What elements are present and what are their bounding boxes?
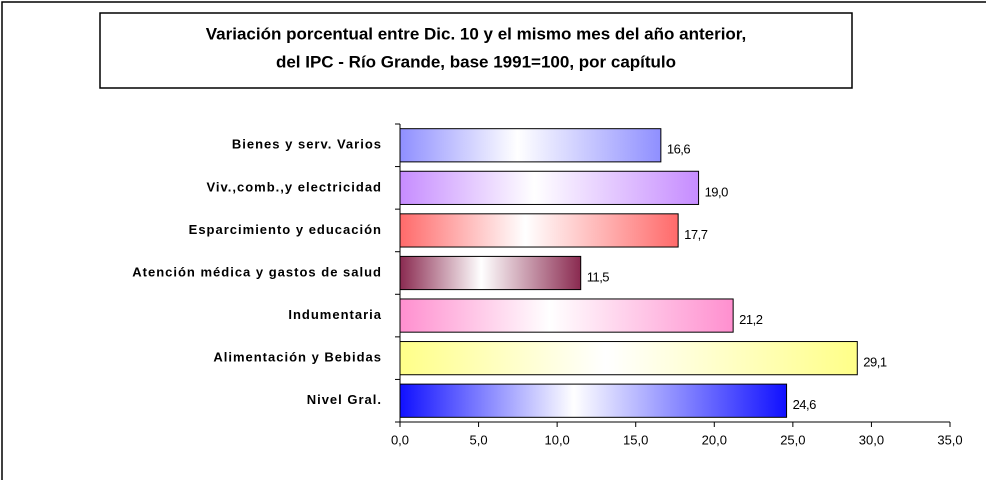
y-tick-label: Viv.,comb.,y electricidad: [206, 179, 382, 194]
value-label: 29,1: [863, 355, 887, 370]
value-label: 24,6: [793, 397, 817, 412]
bar: [399, 128, 662, 163]
value-label: 11,5: [587, 269, 610, 284]
value-label: 17,7: [684, 227, 708, 242]
x-tick-label: 30,0: [859, 432, 884, 447]
y-tick-label: Indumentaria: [288, 307, 382, 322]
bar: [399, 170, 700, 205]
bar: [399, 213, 679, 248]
bar: [399, 383, 788, 418]
bar: [399, 298, 734, 333]
y-tick-label: Alimentación y Bebidas: [213, 350, 382, 365]
x-tick-label: 25,0: [780, 432, 805, 447]
x-tick-label: 5,0: [470, 432, 488, 447]
y-tick-label: Esparcimiento y educación: [189, 222, 382, 237]
value-label: 16,6: [667, 142, 691, 157]
x-tick-label: 35,0: [937, 432, 962, 447]
bar: [399, 255, 582, 291]
y-tick-label: Atención médica y gastos de salud: [132, 264, 382, 279]
chart-title: Variación porcentual entre Dic. 10 y el …: [206, 24, 746, 43]
y-tick-label: Nivel Gral.: [307, 392, 382, 407]
x-tick-label: 20,0: [702, 432, 727, 447]
x-tick-label: 15,0: [623, 432, 648, 447]
bar: [399, 341, 858, 376]
y-tick-label: Bienes y serv. Varios: [232, 137, 382, 152]
x-tick-label: 10,0: [544, 432, 569, 447]
chart-title: del IPC - Río Grande, base 1991=100, por…: [276, 52, 676, 71]
value-label: 19,0: [705, 184, 729, 199]
title-box: [99, 12, 853, 89]
x-tick-label: 0,0: [391, 432, 409, 447]
value-label: 21,2: [739, 312, 763, 327]
